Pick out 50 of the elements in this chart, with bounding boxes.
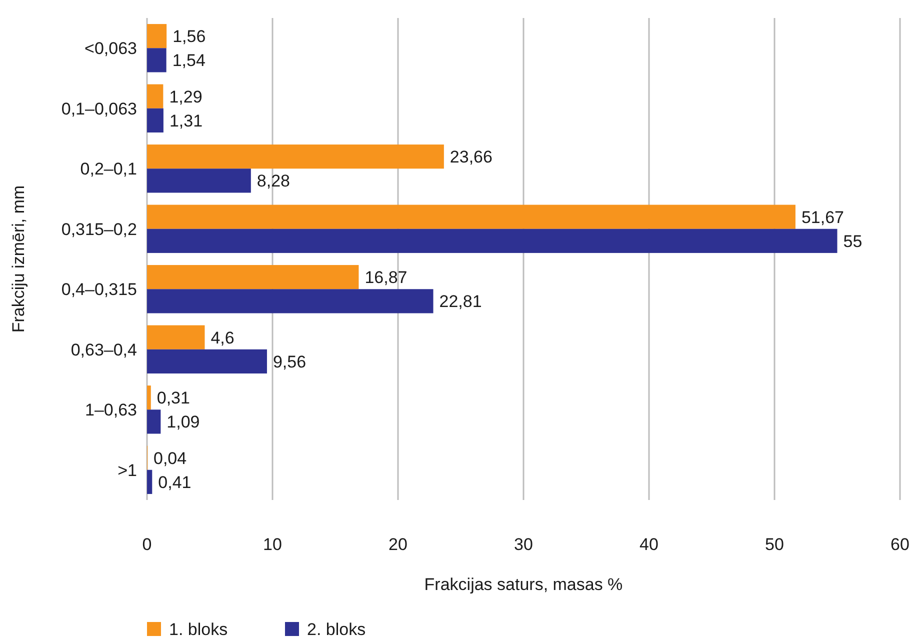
x-tick-label: 40 — [640, 535, 658, 554]
data-label: 1,29 — [169, 87, 202, 106]
x-tick-label: 0 — [142, 535, 152, 554]
bar — [147, 470, 152, 494]
data-label: 9,56 — [272, 352, 306, 372]
bar — [147, 349, 267, 374]
bar — [147, 265, 359, 290]
y-tick-label: 1–0,63 — [85, 400, 137, 420]
data-label: 16,87 — [364, 268, 408, 288]
legend-label: 2. bloks — [307, 620, 366, 638]
x-tick-label: 30 — [514, 535, 533, 554]
data-label: 55 — [843, 232, 862, 251]
bar — [147, 48, 166, 72]
data-label: 1,31 — [169, 111, 203, 130]
bar — [147, 144, 444, 169]
data-label: 8,28 — [256, 172, 290, 191]
data-label: 23,66 — [450, 148, 492, 167]
data-label: 1,54 — [172, 51, 206, 70]
bar — [147, 108, 164, 132]
bar — [147, 84, 164, 108]
data-label: 1,09 — [166, 412, 200, 432]
y-tick-label: 0,4–0,315 — [61, 280, 137, 300]
x-tick-label: 10 — [263, 535, 282, 554]
y-tick-label: 0,315–0,2 — [61, 220, 137, 239]
x-tick-label: 50 — [765, 535, 784, 554]
y-tick-label: 0,1–0,063 — [61, 99, 137, 118]
data-label: 4,6 — [210, 328, 234, 348]
data-label: 51,67 — [801, 208, 844, 227]
y-tick-label: <0,063 — [84, 39, 137, 58]
bar — [147, 228, 838, 253]
data-label: 0,31 — [156, 388, 190, 408]
bar — [147, 410, 161, 434]
bar — [147, 24, 167, 48]
data-label: 1,56 — [172, 27, 206, 46]
data-label: 22,81 — [439, 292, 482, 312]
bar — [147, 386, 151, 410]
y-axis-title: Frakciju izmēri, mm — [9, 185, 28, 333]
y-tick-label: 0,2–0,1 — [80, 160, 137, 179]
y-tick-label: >1 — [118, 460, 137, 480]
x-axis-title: Frakcijas saturs, masas % — [424, 575, 623, 594]
x-tick-label: 60 — [890, 535, 910, 554]
bar — [147, 289, 434, 314]
data-label: 0,41 — [158, 472, 192, 492]
bar — [147, 204, 796, 229]
x-tick-label: 20 — [388, 535, 408, 554]
bar — [147, 325, 205, 350]
data-label: 0,04 — [154, 448, 187, 468]
y-tick-label: 0,63–0,4 — [70, 340, 137, 360]
legend-label: 1. bloks — [169, 620, 228, 638]
bar — [147, 168, 251, 193]
